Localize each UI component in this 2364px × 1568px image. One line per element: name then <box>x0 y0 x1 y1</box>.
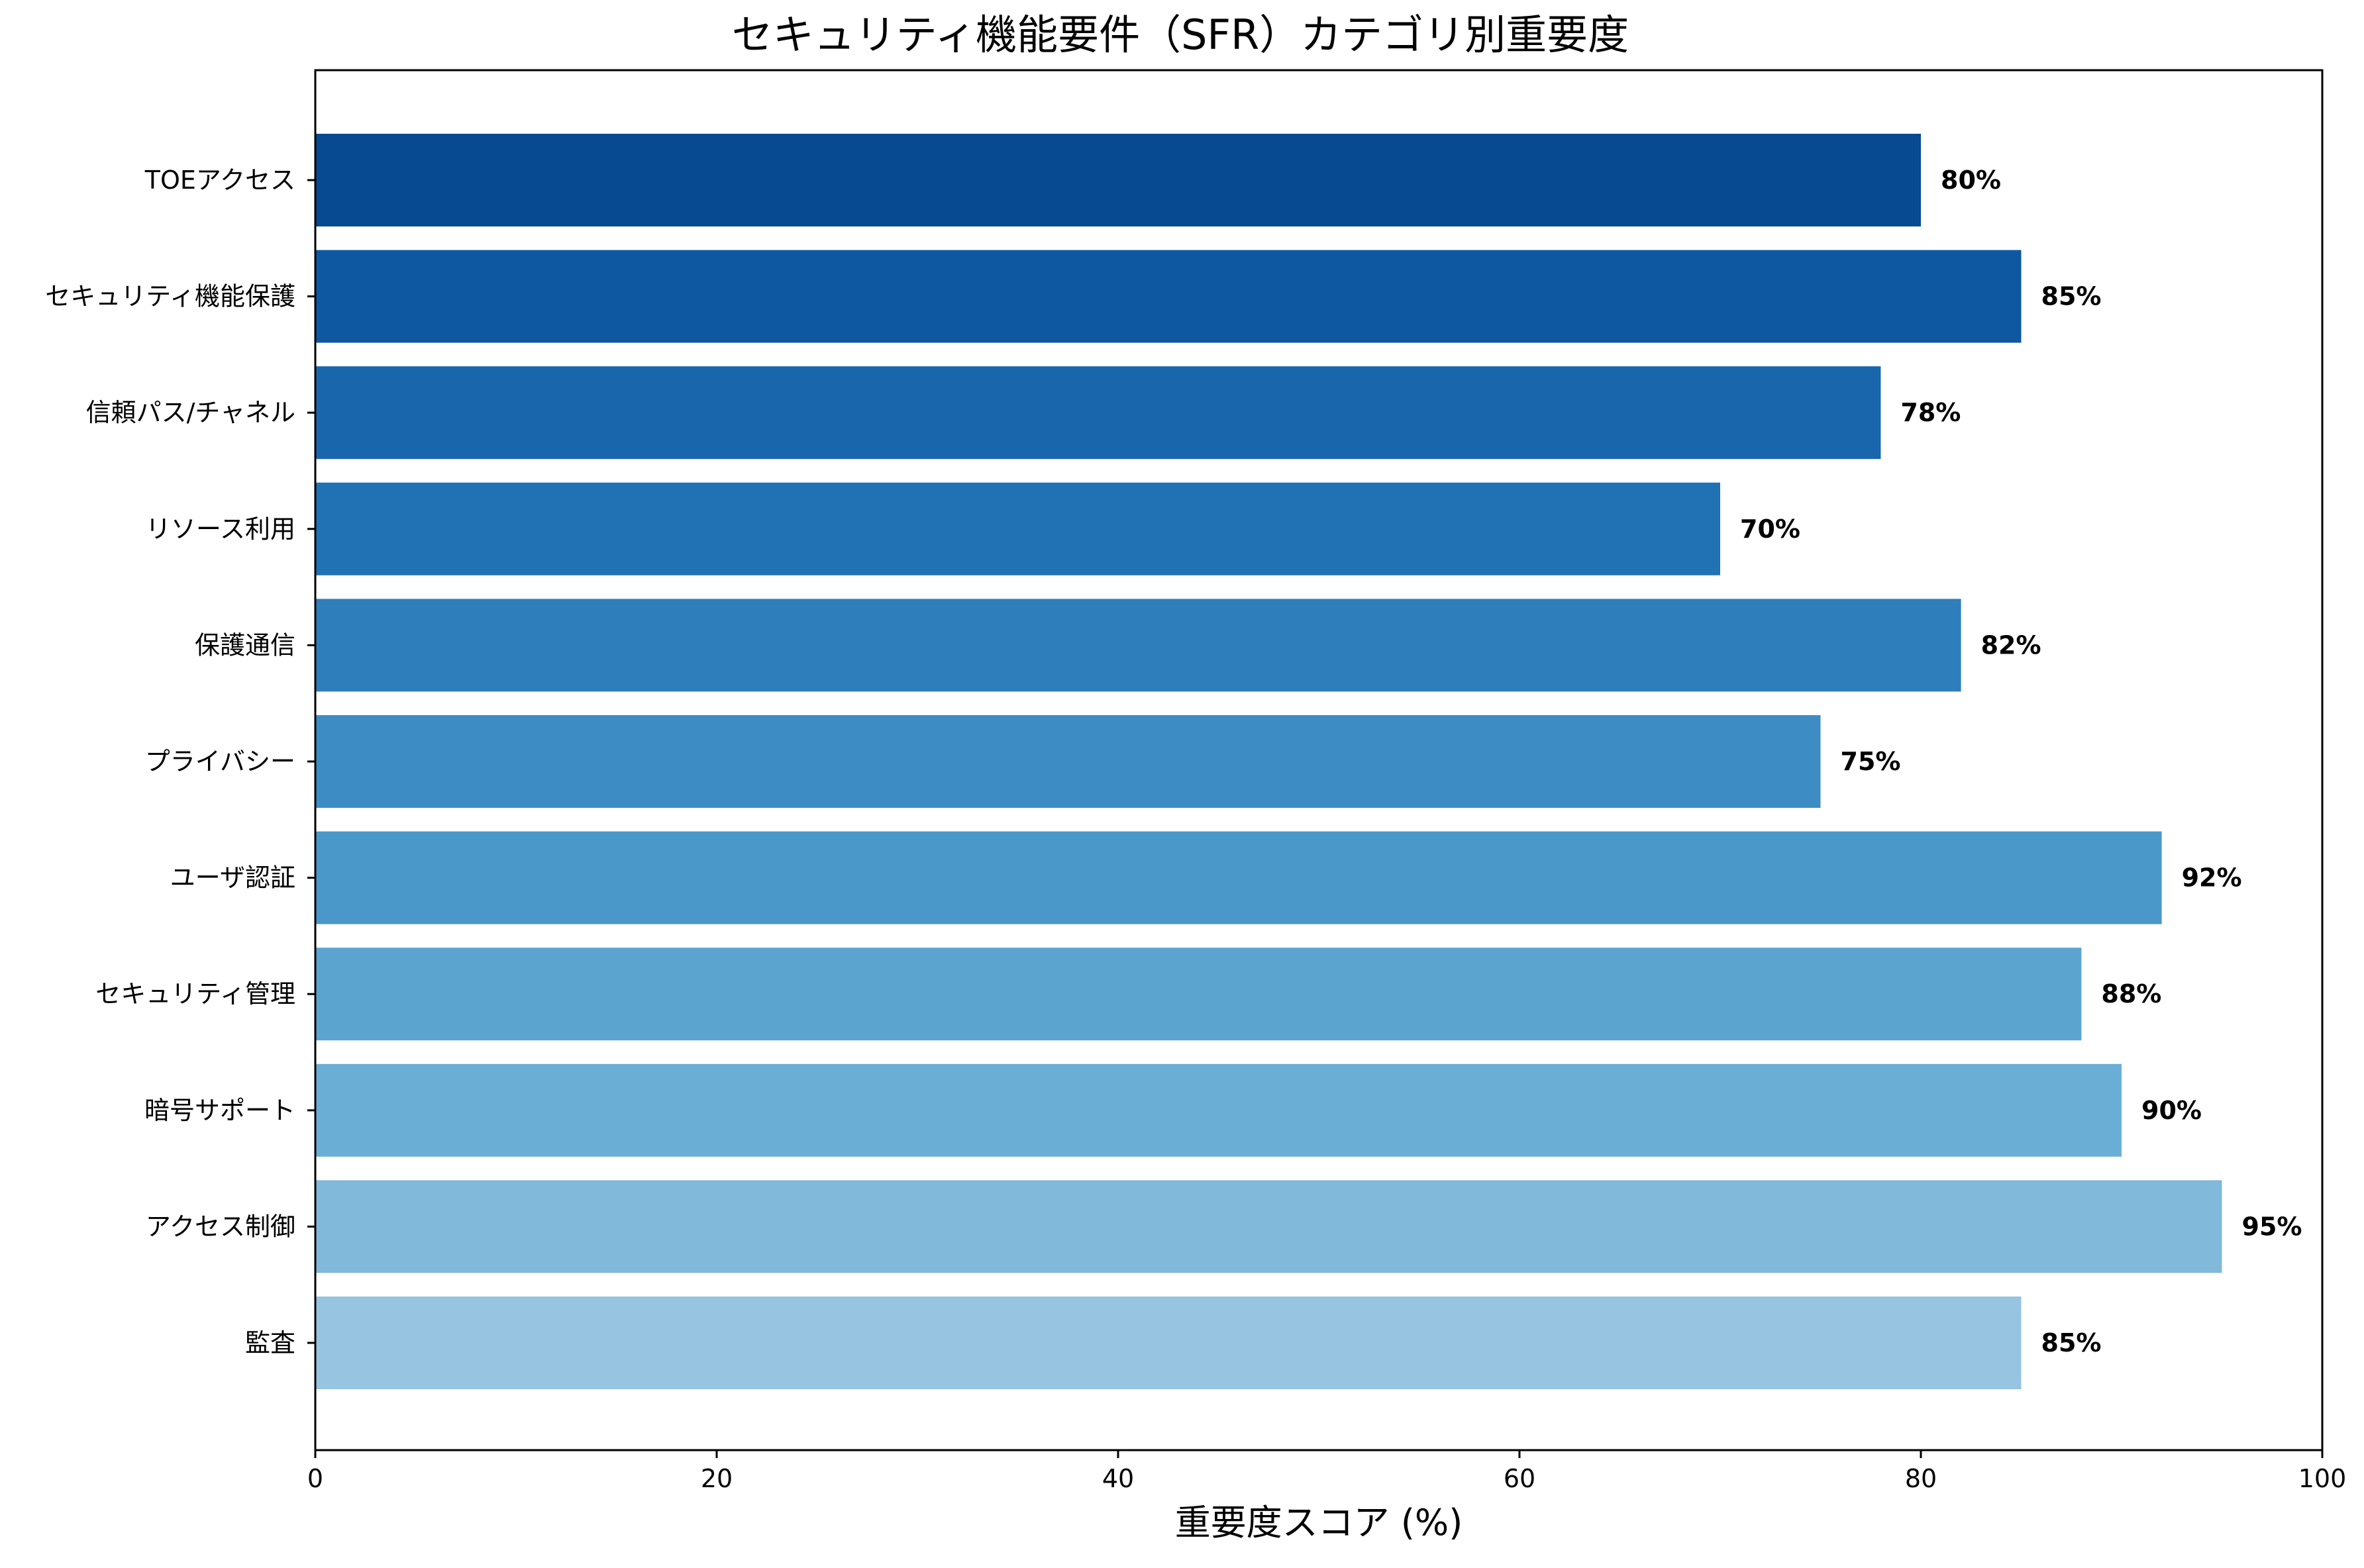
bar <box>315 482 1720 575</box>
x-ticks-layer: 0 20 40 60 80 100 <box>307 1450 2346 1493</box>
bar <box>315 831 2162 924</box>
bar-value-label: 82% <box>1981 630 2041 660</box>
bar <box>315 1297 2022 1389</box>
y-category-label: ユーザ認証 <box>170 863 295 893</box>
bar-value-label: 88% <box>2101 979 2161 1008</box>
x-axis-label: 重要度スコア (%) <box>1175 1502 1463 1544</box>
x-tick-label: 20 <box>701 1464 733 1493</box>
bar-value-label: 85% <box>2041 282 2102 311</box>
x-tick-label: 100 <box>2298 1464 2347 1493</box>
bar-value-label: 90% <box>2141 1096 2202 1125</box>
bar-value-label: 78% <box>1900 398 1961 427</box>
y-category-label: アクセス制御 <box>146 1212 295 1241</box>
bar <box>315 1180 2222 1273</box>
y-category-label: 信頼パス/チャネル <box>86 398 295 427</box>
bars-layer <box>315 134 2222 1389</box>
bar-value-label: 70% <box>1740 514 1800 544</box>
bar-value-label: 95% <box>2242 1212 2302 1241</box>
bar <box>315 250 2022 343</box>
x-tick-label: 40 <box>1102 1464 1134 1493</box>
y-category-label: リソース利用 <box>146 514 295 544</box>
x-tick-label: 80 <box>1905 1464 1937 1493</box>
bar <box>315 948 2082 1041</box>
y-category-label: セキュリティ機能保護 <box>45 282 295 311</box>
y-category-label: 保護通信 <box>195 630 295 660</box>
plot-frame <box>314 69 2324 1451</box>
y-category-label: 監査 <box>245 1328 295 1357</box>
bar-value-label: 80% <box>1941 166 2001 195</box>
y-category-label: セキュリティ管理 <box>95 979 295 1008</box>
chart-title: セキュリティ機能要件（SFR）カテゴリ別重要度 <box>732 11 1629 59</box>
bar-value-label: 92% <box>2182 863 2242 893</box>
bar-value-label: 75% <box>1841 747 1901 776</box>
y-category-label: TOEアクセス <box>144 166 295 195</box>
bar-value-label: 85% <box>2041 1328 2102 1357</box>
y-category-label: プライバシー <box>145 747 295 776</box>
bar <box>315 134 1921 226</box>
value-labels-layer: 80% 85% 78% 70% 82% 75% 92% 88% 90% 95% 85% <box>1740 166 2302 1357</box>
bar <box>315 366 1881 460</box>
bar <box>315 599 1961 692</box>
category-labels-layer: TOEアクセスセキュリティ機能保護信頼パス/チャネルリソース利用保護通信プライバ… <box>45 166 315 1357</box>
x-tick-label: 60 <box>1504 1464 1535 1493</box>
x-tick-label: 0 <box>307 1464 323 1493</box>
bar <box>315 1063 2122 1157</box>
y-category-label: 暗号サポート <box>144 1096 295 1125</box>
bar <box>315 715 1821 808</box>
